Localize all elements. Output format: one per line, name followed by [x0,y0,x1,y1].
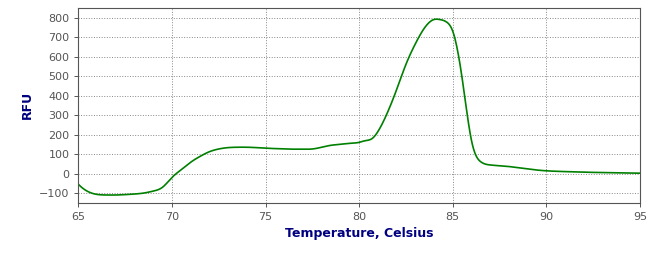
X-axis label: Temperature, Celsius: Temperature, Celsius [285,228,434,240]
Y-axis label: RFU: RFU [20,91,33,119]
